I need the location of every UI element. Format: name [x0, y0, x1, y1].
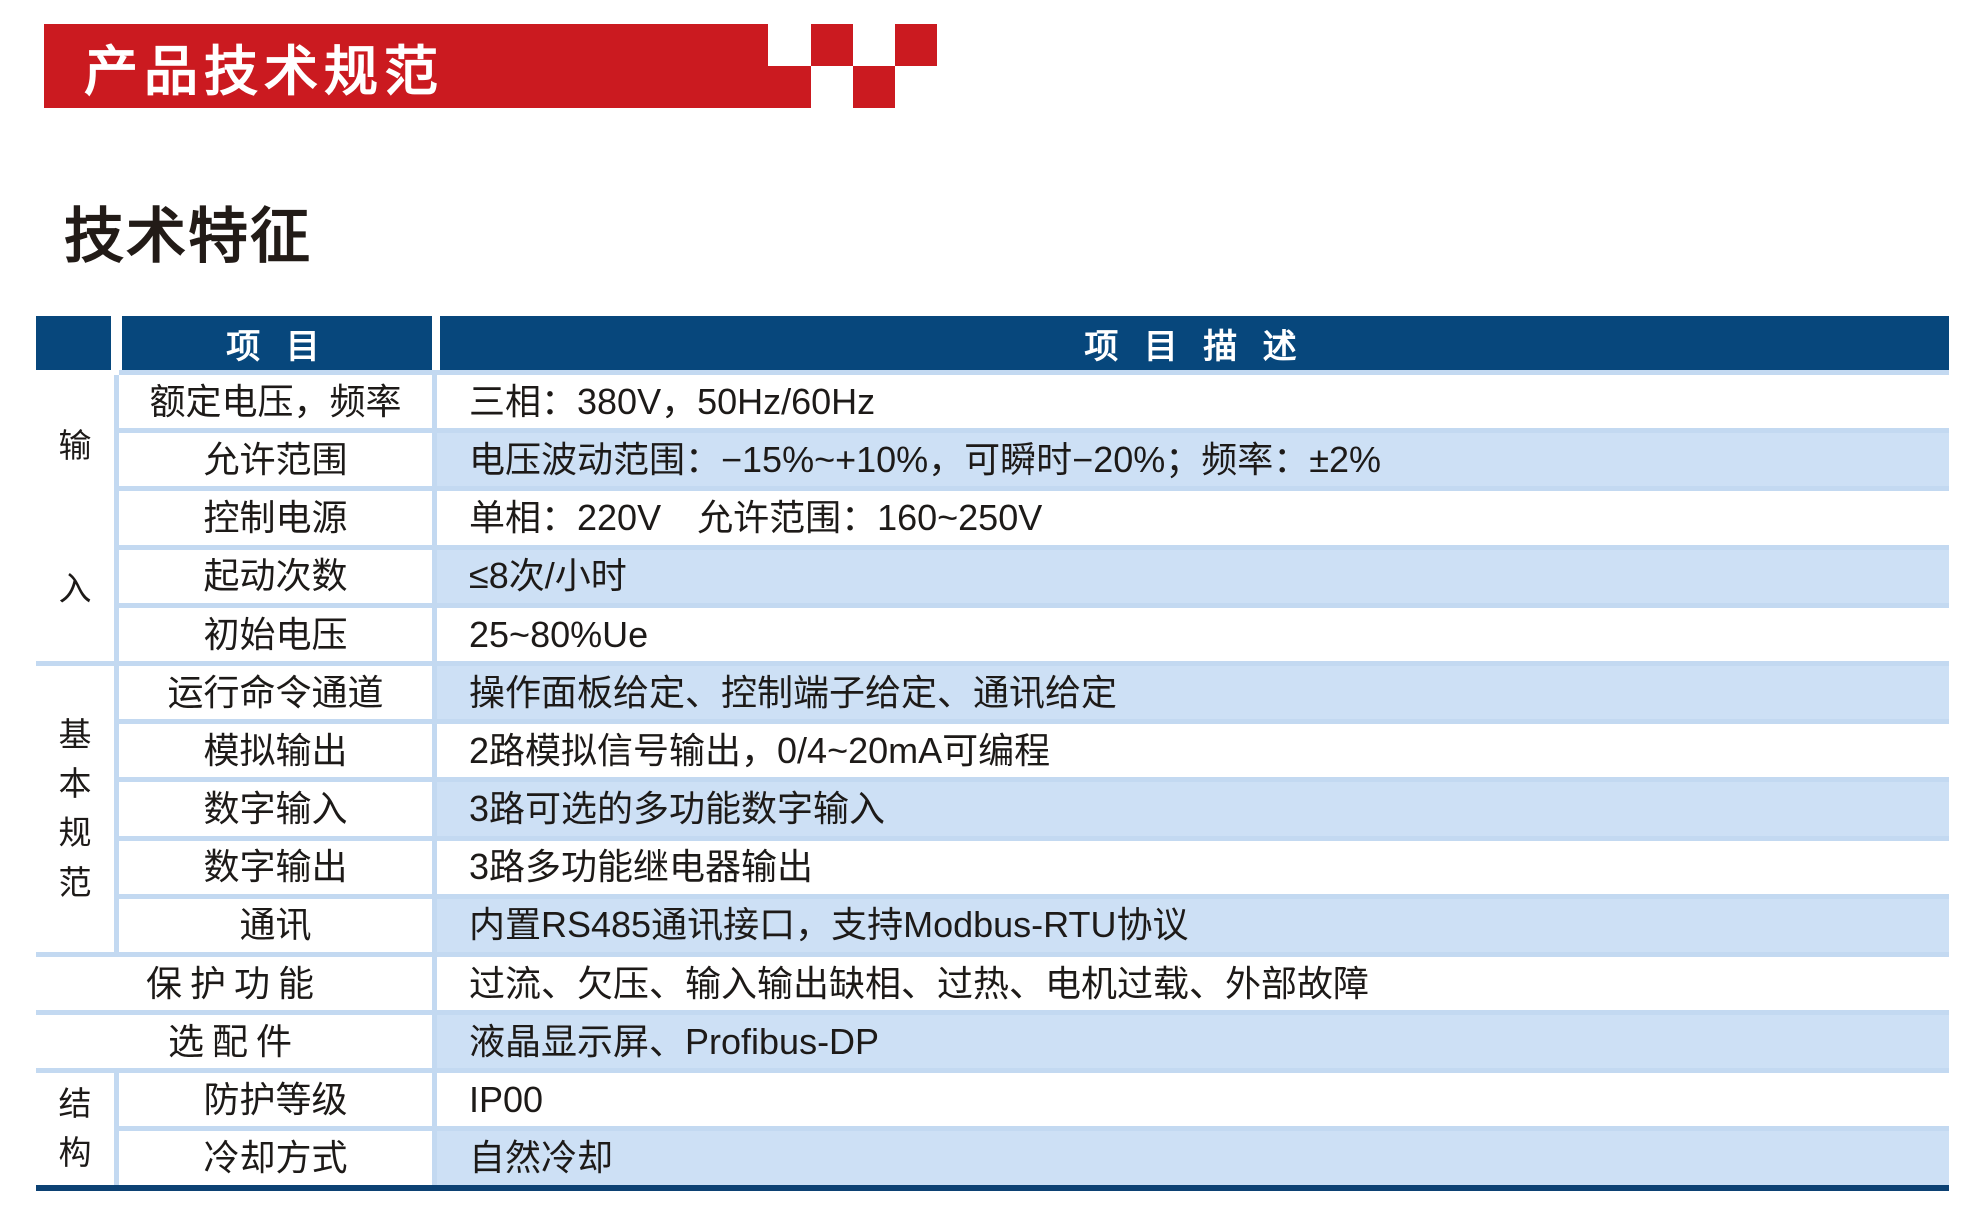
row-item-label: 额定电压，频率	[119, 375, 432, 429]
row-description: 液晶显示屏、Profibus-DP	[437, 1015, 1949, 1069]
banner-checker-square	[853, 66, 895, 108]
row-description: 过流、欠压、输入输出缺相、过热、电机过载、外部故障	[437, 956, 1949, 1011]
row-description: 3路多功能继电器输出	[437, 840, 1949, 894]
row-description: 操作面板给定、控制端子给定、通讯给定	[437, 665, 1949, 720]
page-banner: 产品技术规范	[44, 24, 768, 108]
header-corner-block	[36, 316, 111, 370]
row-item-label: 防护等级	[119, 1073, 432, 1127]
row-item-label: 保护功能	[36, 956, 432, 1011]
row-item-label: 模拟输出	[119, 724, 432, 778]
table-body-wrap: 输入基本规范结构 额定电压，频率 三相：380V，50Hz/60Hz 允许范围 电压波动…	[36, 370, 1949, 1185]
row-item-label: 冷却方式	[119, 1131, 432, 1185]
row-description: 内置RS485通讯接口，支持Modbus-RTU协议	[437, 898, 1949, 952]
page-title: 产品技术规范	[84, 41, 444, 102]
row-description: ≤8次/小时	[437, 549, 1949, 603]
row-item-label: 控制电源	[119, 491, 432, 545]
group-label: 基本规范	[36, 665, 114, 952]
row-item-label: 允许范围	[119, 433, 432, 487]
group-label: 输入	[36, 375, 114, 661]
table-bottom-rule	[36, 1184, 1949, 1191]
group-label: 结构	[36, 1073, 114, 1185]
row-description: 单相：220V 允许范围：160~250V	[437, 491, 1949, 545]
row-description: 自然冷却	[437, 1131, 1949, 1185]
banner-checker-square	[811, 24, 853, 66]
row-item-label: 运行命令通道	[119, 665, 432, 720]
header-col-item: 项 目	[122, 316, 432, 370]
banner-checker-square	[768, 66, 811, 108]
row-item-label: 数字输出	[119, 840, 432, 894]
header-col-desc: 项 目 描 述	[440, 316, 1949, 370]
row-description: 电压波动范围：−15%~+10%，可瞬时−20%；频率：±2%	[437, 433, 1949, 487]
row-item-label: 初始电压	[119, 607, 432, 661]
table-header: 项 目 项 目 描 述	[36, 316, 1949, 370]
spec-table: 项 目 项 目 描 述 输入基本规范结构 额定电压，频率 三相：380V，50Hz/…	[36, 316, 1949, 1191]
row-description: 2路模拟信号输出，0/4~20mA可编程	[437, 724, 1949, 778]
banner-checker-square	[895, 24, 937, 66]
row-item-label: 通讯	[119, 898, 432, 952]
row-item-label: 数字输入	[119, 782, 432, 836]
row-description: 25~80%Ue	[437, 607, 1949, 661]
row-description: 3路可选的多功能数字输入	[437, 782, 1949, 836]
row-item-label: 选配件	[36, 1015, 432, 1069]
section-heading: 技术特征	[64, 203, 312, 270]
table-body: 输入基本规范结构 额定电压，频率 三相：380V，50Hz/60Hz 允许范围 电压波动…	[36, 375, 1949, 1185]
row-description: 三相：380V，50Hz/60Hz	[437, 375, 1949, 429]
row-item-label: 起动次数	[119, 549, 432, 603]
row-description: IP00	[437, 1073, 1949, 1127]
